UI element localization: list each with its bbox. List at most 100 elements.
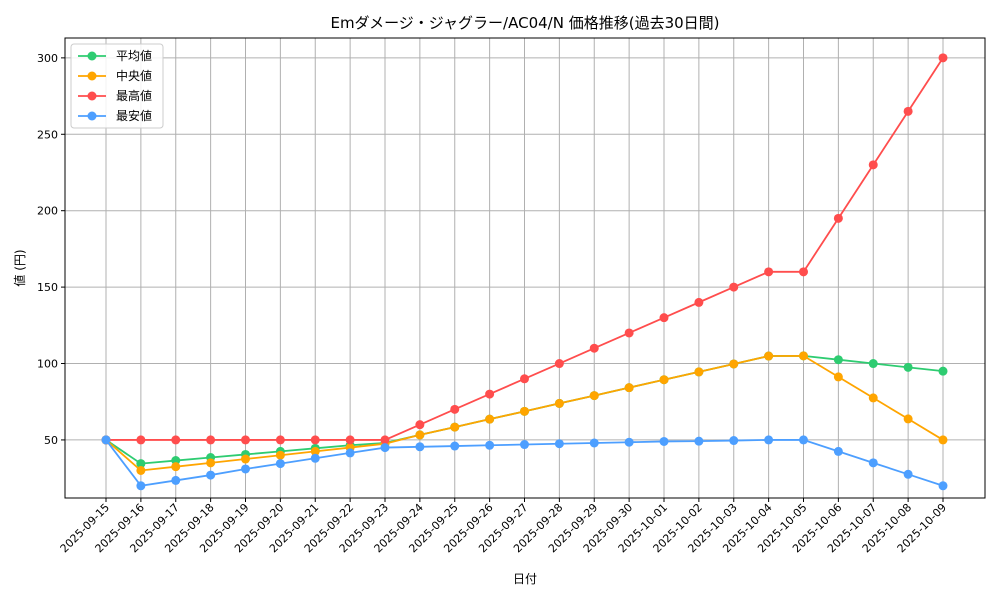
data-point bbox=[275, 459, 285, 469]
series-layer bbox=[101, 53, 948, 491]
data-point bbox=[659, 313, 669, 323]
y-axis-label: 値 (円) bbox=[12, 249, 27, 286]
data-point bbox=[136, 459, 146, 469]
data-point bbox=[520, 406, 529, 416]
data-point bbox=[903, 362, 913, 372]
y-axis: 50 100 150 200 250 300 bbox=[37, 52, 65, 447]
legend-label: 平均値 bbox=[116, 48, 152, 63]
legend-marker bbox=[87, 71, 97, 81]
y-tick-label: 100 bbox=[37, 358, 58, 371]
data-point bbox=[136, 481, 146, 491]
data-point bbox=[799, 351, 808, 361]
y-tick-label: 250 bbox=[37, 128, 58, 141]
data-point bbox=[485, 414, 495, 424]
data-point bbox=[938, 53, 948, 63]
x-axis: 2025-09-152025-09-162025-09-172025-09-18… bbox=[58, 498, 949, 555]
data-point bbox=[520, 374, 529, 384]
data-point bbox=[101, 435, 111, 445]
data-point bbox=[450, 404, 460, 414]
data-point bbox=[903, 469, 913, 479]
data-point bbox=[799, 435, 808, 445]
data-point bbox=[345, 435, 355, 445]
data-point bbox=[833, 372, 843, 382]
data-point bbox=[450, 422, 460, 432]
data-point bbox=[868, 393, 878, 403]
series-中央値 bbox=[101, 351, 948, 475]
data-point bbox=[554, 398, 564, 408]
data-point bbox=[310, 435, 320, 445]
legend-box bbox=[70, 43, 164, 129]
data-point bbox=[136, 465, 146, 475]
data-point bbox=[764, 435, 774, 445]
data-point bbox=[275, 450, 285, 460]
y-tick-label: 150 bbox=[37, 281, 58, 294]
data-point bbox=[694, 367, 704, 377]
data-point bbox=[589, 343, 599, 353]
data-point bbox=[136, 435, 146, 445]
data-point bbox=[799, 267, 808, 277]
data-point bbox=[764, 267, 774, 277]
data-point bbox=[868, 160, 878, 170]
y-tick-label: 200 bbox=[37, 205, 58, 218]
data-point bbox=[659, 375, 669, 385]
legend-label: 中央値 bbox=[116, 68, 152, 83]
y-tick-label: 300 bbox=[37, 52, 58, 65]
data-point bbox=[938, 481, 948, 491]
data-point bbox=[729, 436, 739, 446]
data-point bbox=[694, 297, 704, 307]
data-point bbox=[171, 435, 181, 445]
data-point bbox=[624, 328, 634, 338]
data-point bbox=[833, 446, 843, 456]
data-point bbox=[241, 435, 250, 445]
legend-label: 最安値 bbox=[116, 108, 152, 123]
data-point bbox=[729, 359, 739, 369]
data-point bbox=[171, 475, 181, 485]
data-point bbox=[415, 442, 425, 452]
data-point bbox=[764, 351, 774, 361]
data-point bbox=[554, 359, 564, 369]
data-point bbox=[589, 391, 599, 401]
data-point bbox=[345, 448, 355, 458]
data-point bbox=[485, 389, 495, 399]
data-point bbox=[171, 462, 181, 472]
data-point bbox=[903, 414, 913, 424]
legend-label: 最高値 bbox=[116, 88, 152, 103]
data-point bbox=[485, 440, 495, 450]
data-point bbox=[206, 470, 216, 480]
y-tick-label: 50 bbox=[44, 434, 58, 447]
data-point bbox=[659, 436, 669, 446]
series-最高値 bbox=[101, 53, 948, 445]
data-point bbox=[589, 438, 599, 448]
data-point bbox=[380, 443, 390, 453]
data-point bbox=[206, 458, 216, 468]
data-point bbox=[868, 458, 878, 468]
data-point bbox=[729, 282, 739, 292]
data-point bbox=[415, 430, 425, 440]
data-point bbox=[868, 359, 878, 369]
grid bbox=[65, 38, 985, 498]
data-point bbox=[241, 464, 250, 474]
legend-marker bbox=[87, 51, 97, 61]
legend-marker bbox=[87, 91, 97, 101]
series-最安値 bbox=[101, 435, 948, 491]
data-point bbox=[206, 435, 216, 445]
legend-marker bbox=[87, 111, 97, 121]
data-point bbox=[694, 436, 704, 446]
data-point bbox=[833, 213, 843, 223]
data-point bbox=[415, 420, 425, 430]
data-point bbox=[903, 106, 913, 116]
data-point bbox=[624, 437, 634, 447]
x-axis-label: 日付 bbox=[513, 572, 537, 586]
data-point bbox=[380, 435, 390, 445]
data-point bbox=[310, 453, 320, 463]
data-point bbox=[450, 441, 460, 451]
data-point bbox=[938, 366, 948, 376]
data-point bbox=[241, 454, 250, 464]
data-point bbox=[554, 439, 564, 449]
data-point bbox=[275, 435, 285, 445]
data-point bbox=[520, 440, 529, 450]
data-point bbox=[624, 383, 634, 393]
data-point bbox=[310, 446, 320, 456]
